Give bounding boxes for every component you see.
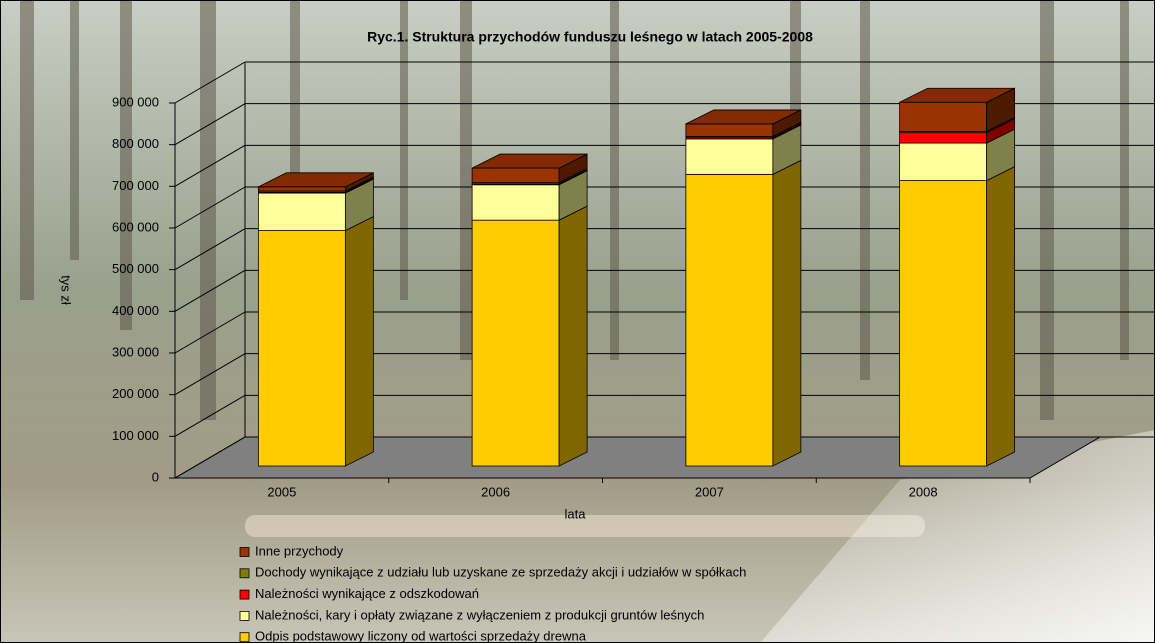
bar-segment-front [899,132,988,144]
y-tick-label: 0 [152,469,159,484]
bar-segment-top [258,172,374,188]
grid-line [174,269,246,312]
x-tick-label: 2008 [909,484,938,499]
grid-line [174,436,246,479]
y-tick-label: 600 000 [112,219,159,234]
y-tick-label: 200 000 [112,386,159,401]
legend-label: Dochody wynikające z udziału lub uzyskan… [255,565,746,580]
legend-label: Odpis podstawowy liczony od wartości spr… [255,629,587,643]
y-tick-label: 700 000 [112,178,159,193]
legend-label: Należności, kary i opłaty związane z wył… [255,607,704,622]
bar-segment-front [471,219,560,467]
grid-line [174,103,246,146]
bar-segment-top [471,153,588,169]
legend-label: Inne przychody [255,543,344,558]
grid-line [174,228,246,271]
bar-segment-front [257,230,346,467]
bar-segment-front [899,180,988,467]
y-tick-label: 900 000 [112,94,159,109]
legend-swatch [239,611,250,621]
bar-segment-front [471,184,560,221]
legend-swatch [239,589,250,600]
bar-segment-top [685,109,802,125]
bar-segment-front [899,142,988,181]
bar-segment-front [471,167,560,184]
y-tick-label: 100 000 [112,428,159,443]
bar-segment-front [257,192,346,231]
x-tick-label: 2006 [481,484,510,499]
legend-swatch [239,632,250,643]
legend-swatch [239,547,250,557]
x-tick-label: 2007 [695,484,724,499]
bar-segment-side [772,159,802,467]
bar-segment-front [685,173,774,467]
y-tick-label: 400 000 [112,303,159,318]
grid-line [174,144,246,187]
legend-swatch [239,568,250,579]
bar-segment-side [344,215,374,467]
x-axis-title: lata [565,506,587,521]
legend-label: Należności wynikające z odszkodowań [255,586,479,601]
chart-title: Ryc.1. Struktura przychodów funduszu leś… [367,29,813,45]
bar-segment-front [685,123,774,137]
grid-line [174,311,246,354]
bar-segment-front [685,138,774,175]
grid-line [174,186,246,229]
x-tick-label: 2005 [267,484,296,499]
bar-segment-top [899,87,1015,103]
grid-line [174,394,246,437]
bar-segment-front [899,101,988,132]
grid-line [174,353,246,396]
grid-line [174,61,246,104]
y-tick-label: 500 000 [112,261,159,276]
y-axis-title: tys zł [59,275,74,305]
y-tick-label: 800 000 [112,136,159,151]
y-tick-label: 300 000 [112,344,159,359]
bar-segment-side [986,165,1016,467]
bar-segment-side [558,205,588,467]
bar-segment-front [257,186,346,192]
